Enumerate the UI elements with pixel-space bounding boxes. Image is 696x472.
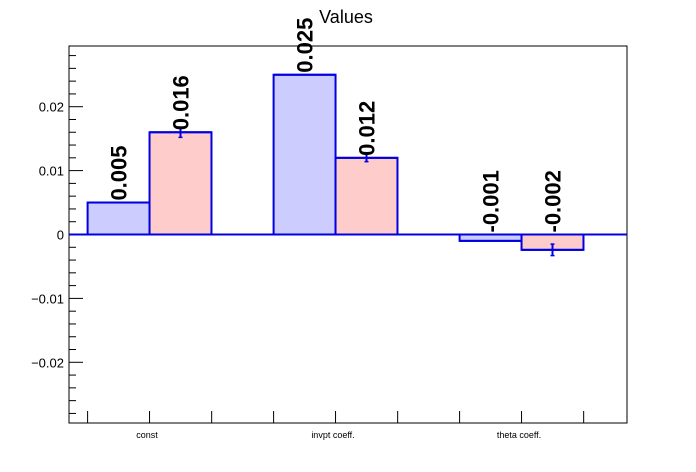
x-category-label: const bbox=[136, 430, 158, 440]
data-label: 0.025 bbox=[293, 18, 318, 73]
data-label: 0.005 bbox=[107, 145, 132, 200]
chart-title: Values bbox=[319, 7, 373, 27]
bar bbox=[86, 201, 151, 236]
bar bbox=[148, 131, 213, 236]
x-category-label: invpt coeff. bbox=[311, 430, 354, 440]
y-tick-label: 0.01 bbox=[39, 164, 64, 179]
data-label: 0.016 bbox=[169, 75, 194, 130]
bar bbox=[334, 156, 399, 236]
y-tick-label: 0 bbox=[57, 228, 64, 243]
data-label: 0.012 bbox=[355, 101, 380, 156]
y-tick-label: 0.02 bbox=[39, 100, 64, 115]
y-tick-label: −0.01 bbox=[31, 291, 64, 306]
data-label: -0.002 bbox=[541, 170, 566, 232]
bar bbox=[272, 73, 337, 236]
data-label: -0.001 bbox=[479, 170, 504, 232]
y-tick-label: −0.02 bbox=[31, 355, 64, 370]
x-category-label: theta coeff. bbox=[497, 430, 541, 440]
